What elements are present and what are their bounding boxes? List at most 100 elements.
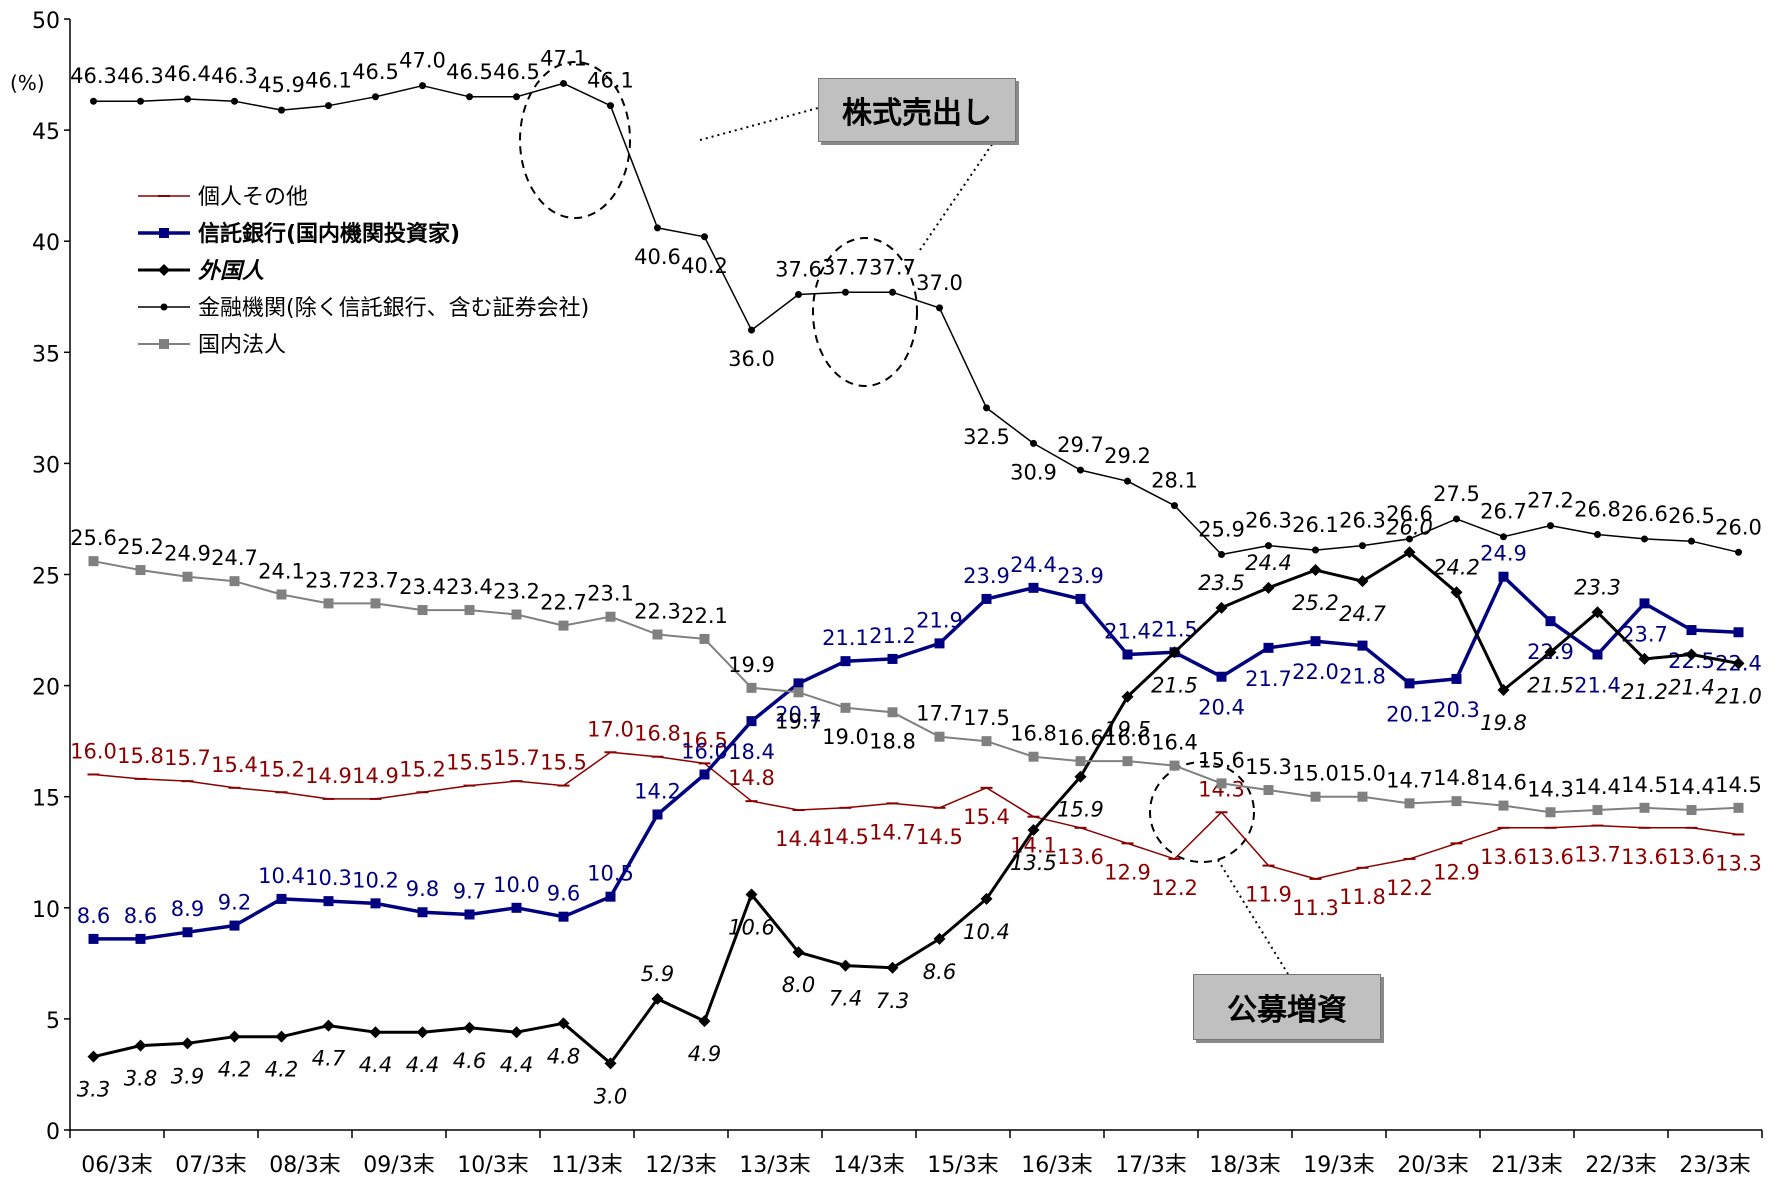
data-point	[323, 598, 334, 609]
data-label: 30.9	[1010, 460, 1057, 484]
data-label: 16.8	[634, 722, 681, 746]
data-label: 24.1	[258, 559, 305, 583]
annotation-connector	[699, 107, 819, 141]
data-point	[228, 1030, 241, 1043]
data-label: 24.7	[1339, 602, 1386, 626]
data-point	[934, 731, 945, 742]
data-point	[416, 1026, 429, 1039]
data-label: 40.6	[634, 245, 681, 269]
data-point	[511, 609, 522, 620]
data-point	[1075, 593, 1086, 604]
data-label: 13.6	[1057, 845, 1104, 869]
data-point	[840, 656, 851, 667]
y-tick-label: 35	[32, 342, 60, 367]
data-label: 15.7	[164, 746, 211, 770]
data-label: 14.3	[1527, 777, 1574, 801]
data-label: 21.2	[869, 624, 916, 648]
data-point	[652, 809, 663, 820]
data-point	[1263, 785, 1274, 796]
data-point	[1030, 439, 1037, 447]
data-point	[137, 97, 144, 105]
data-point	[370, 598, 381, 609]
series-line-2	[93, 550, 1739, 1065]
data-label: 24.2	[1433, 555, 1480, 579]
data-label: 21.0	[1715, 684, 1762, 708]
data-label: 4.4	[500, 1053, 533, 1077]
data-label: 22.3	[634, 599, 681, 623]
data-label: 26.8	[1574, 498, 1621, 522]
data-point	[1265, 542, 1272, 550]
data-label: 18.4	[728, 740, 775, 764]
data-label: 26.3	[1245, 509, 1292, 533]
data-point	[1075, 756, 1086, 767]
data-point	[981, 736, 992, 747]
data-point	[1356, 575, 1369, 588]
data-point	[1498, 571, 1509, 582]
data-label: 37.0	[916, 271, 963, 295]
data-point	[1688, 537, 1695, 545]
x-tick-label: 23/3末	[1679, 1153, 1750, 1178]
data-point	[1545, 616, 1556, 627]
data-label: 16.6	[1104, 726, 1151, 750]
data-label: 13.5	[1010, 851, 1057, 875]
data-label: 13.3	[1715, 851, 1762, 875]
data-point	[181, 1037, 194, 1050]
data-point	[748, 326, 755, 334]
data-point	[1592, 805, 1603, 816]
data-point	[1685, 648, 1698, 661]
data-point	[276, 893, 287, 904]
data-point	[229, 576, 240, 587]
data-label: 17.0	[587, 717, 634, 741]
data-label: 14.8	[1433, 766, 1480, 790]
data-label: 46.3	[117, 64, 164, 88]
data-point	[886, 961, 899, 974]
data-point	[1028, 751, 1039, 762]
data-point	[1733, 802, 1744, 813]
data-label: 46.5	[446, 60, 493, 84]
data-label: 15.7	[493, 746, 540, 770]
data-point	[1074, 770, 1087, 783]
data-point	[1121, 690, 1134, 703]
data-label: 24.4	[1010, 553, 1057, 577]
data-label: 8.9	[171, 897, 204, 921]
x-tick-label: 19/3末	[1303, 1153, 1374, 1178]
x-tick-label: 16/3末	[1021, 1153, 1092, 1178]
data-label: 26.7	[1480, 500, 1527, 524]
dashed-ellipse	[812, 237, 918, 387]
data-label: 15.0	[1339, 762, 1386, 786]
x-tick-label: 06/3末	[81, 1153, 152, 1178]
data-label: 16.0	[70, 739, 117, 763]
data-point	[1310, 791, 1321, 802]
data-point	[370, 898, 381, 909]
data-label: 4.6	[453, 1049, 486, 1073]
data-label: 23.4	[446, 575, 493, 599]
data-point	[323, 896, 334, 907]
data-point	[1497, 684, 1510, 697]
data-label: 14.5	[1621, 773, 1668, 797]
data-point	[1639, 802, 1650, 813]
data-label: 14.4	[1668, 775, 1715, 799]
data-label: 3.9	[171, 1064, 204, 1088]
data-point	[1453, 515, 1460, 523]
data-label: 19.9	[728, 653, 775, 677]
data-label: 11.9	[1245, 883, 1292, 907]
data-label: 24.9	[164, 542, 211, 566]
data-point	[1732, 657, 1745, 670]
data-point	[88, 933, 99, 944]
data-label: 22.7	[540, 591, 587, 615]
data-point	[605, 891, 616, 902]
data-point	[1686, 805, 1697, 816]
data-label: 15.3	[1245, 755, 1292, 779]
y-tick-label: 25	[32, 565, 60, 590]
data-point	[1591, 606, 1604, 619]
data-point	[1312, 546, 1319, 554]
data-label: 14.6	[1480, 771, 1527, 795]
data-label: 26.5	[1668, 504, 1715, 528]
data-label: 26.6	[1386, 502, 1433, 526]
data-point	[1027, 824, 1040, 837]
data-label: 29.7	[1057, 433, 1104, 457]
data-label: 25.2	[1292, 591, 1339, 615]
x-tick-label: 22/3末	[1585, 1153, 1656, 1178]
data-point	[231, 97, 238, 105]
